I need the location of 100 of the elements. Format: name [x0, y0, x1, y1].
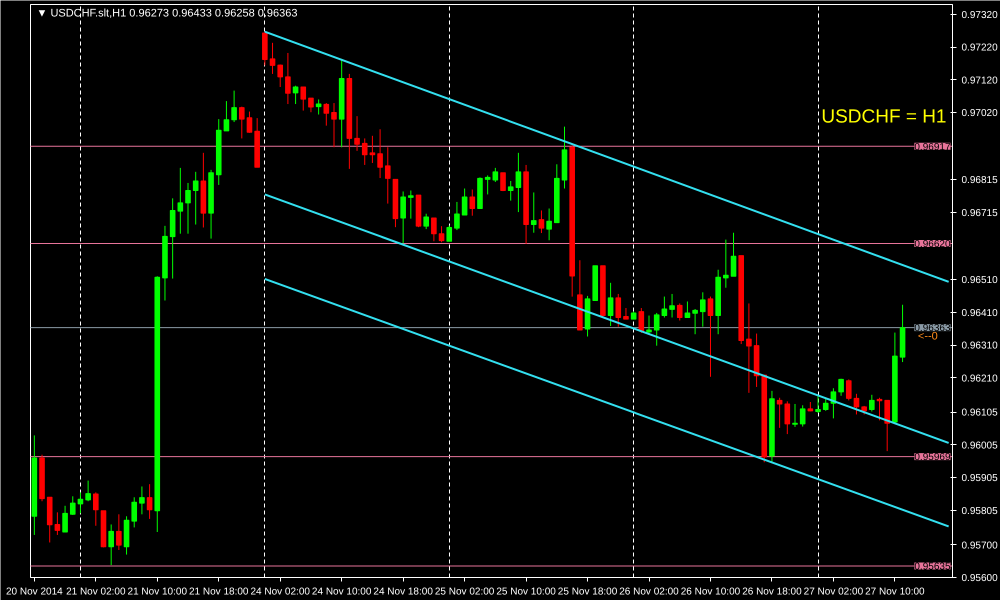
candlestick	[546, 208, 552, 241]
candlestick	[316, 98, 322, 116]
candlestick	[492, 167, 498, 182]
candlestick	[792, 403, 798, 428]
y-tick-label: 0.97120	[962, 75, 998, 86]
candlestick	[116, 514, 122, 550]
x-tick-label: 21 Nov 18:00	[189, 586, 249, 598]
candlestick	[300, 86, 306, 112]
candlestick	[538, 210, 544, 234]
candlestick	[684, 300, 690, 318]
candlestick	[331, 102, 337, 148]
candlestick	[62, 505, 68, 532]
x-tick-label: 27 Nov 10:00	[865, 586, 926, 598]
candlestick	[185, 182, 191, 234]
candlestick	[784, 400, 790, 435]
x-tick-label: 25 Nov 10:00	[496, 586, 556, 598]
candlestick	[815, 395, 821, 414]
candlestick	[800, 404, 806, 428]
ref-line-label: 0.96620	[914, 239, 951, 250]
candlestick	[192, 171, 198, 226]
candlestick	[808, 402, 814, 412]
candlestick	[638, 308, 644, 334]
candlestick	[884, 400, 890, 452]
annotation: USDCHF = H1	[821, 106, 947, 128]
y-tick-label: 0.96105	[962, 408, 998, 419]
candlestick	[454, 201, 460, 231]
candlestick	[400, 190, 406, 244]
candlestick	[676, 302, 683, 321]
y-tick-label: 0.96410	[962, 308, 998, 319]
candlestick	[246, 111, 252, 134]
candlestick	[384, 146, 391, 204]
candlestick	[377, 128, 383, 179]
y-tick-label: 0.95805	[962, 506, 998, 517]
x-tick-label: 24 Nov 18:00	[373, 586, 434, 598]
y-tick-label: 0.97220	[962, 42, 998, 54]
candlestick	[438, 226, 444, 243]
chart-title: ▼ USDCHF.slt,H1 0.96273 0.96433 0.96258 0.96363	[36, 8, 298, 20]
candlestick	[669, 293, 675, 318]
candlestick	[692, 308, 698, 335]
candlestick	[238, 106, 245, 139]
candlestick	[662, 296, 668, 318]
candlestick	[530, 192, 537, 234]
candlestick	[54, 512, 60, 536]
candlestick	[876, 397, 882, 421]
candlestick	[469, 188, 476, 216]
candlestick	[270, 42, 276, 74]
candlestick	[484, 174, 490, 195]
candlestick	[446, 225, 452, 242]
candlestick	[277, 64, 284, 88]
candlestick	[776, 397, 782, 428]
y-tick-label: 0.96005	[962, 440, 998, 452]
candlestick	[854, 393, 860, 415]
x-tick-label: 20 Nov 2014	[6, 586, 64, 598]
candlestick	[462, 188, 468, 216]
candlestick	[85, 480, 91, 502]
candlestick	[292, 85, 298, 105]
candlestick	[838, 378, 844, 396]
candlestick	[615, 293, 622, 328]
candlestick	[730, 232, 736, 277]
candlestick	[370, 135, 376, 164]
x-tick-label: 24 Nov 10:00	[312, 586, 372, 598]
candlestick	[431, 217, 437, 242]
x-tick-label: 21 Nov 10:00	[128, 586, 188, 598]
candlestick	[78, 492, 84, 514]
y-tick-label: 0.95905	[962, 473, 998, 484]
candlestick	[746, 302, 752, 394]
x-tick-label: 25 Nov 02:00	[434, 586, 495, 598]
candlestick	[646, 315, 652, 334]
candlestick	[354, 116, 360, 152]
y-tick-label: 0.96210	[962, 373, 998, 384]
candlestick	[723, 239, 729, 288]
x-tick-label: 26 Nov 18:00	[742, 586, 802, 598]
candlestick	[516, 152, 522, 213]
candlestick	[324, 102, 330, 126]
candlestick	[608, 282, 614, 327]
ref-line-label: 0.95635	[914, 562, 951, 573]
candlestick	[139, 486, 145, 515]
candlestick	[231, 90, 237, 123]
candlestick	[285, 52, 291, 105]
x-tick-label: 26 Nov 10:00	[680, 586, 741, 598]
candlestick	[623, 308, 629, 320]
y-tick-label: 0.96715	[962, 208, 998, 219]
candlestick	[131, 496, 138, 528]
candlestick	[423, 213, 429, 230]
y-tick-label: 0.96510	[962, 275, 998, 286]
candlestick	[70, 496, 76, 516]
candlestick	[108, 524, 114, 566]
candlestick	[822, 397, 829, 412]
candlestick	[308, 98, 314, 113]
candlestick	[869, 394, 875, 412]
candlestick	[362, 138, 368, 166]
ref-line-label: 0.96917	[914, 142, 951, 153]
y-tick-label: 0.96310	[962, 340, 998, 352]
x-tick-label: 25 Nov 18:00	[558, 586, 618, 598]
y-tick-label: 0.96815	[962, 175, 998, 186]
candlestick	[654, 312, 660, 346]
candlestick	[224, 100, 230, 132]
candlestick	[846, 378, 852, 401]
x-tick-label: 26 Nov 02:00	[619, 586, 680, 598]
y-tick-label: 0.95600	[962, 573, 998, 584]
